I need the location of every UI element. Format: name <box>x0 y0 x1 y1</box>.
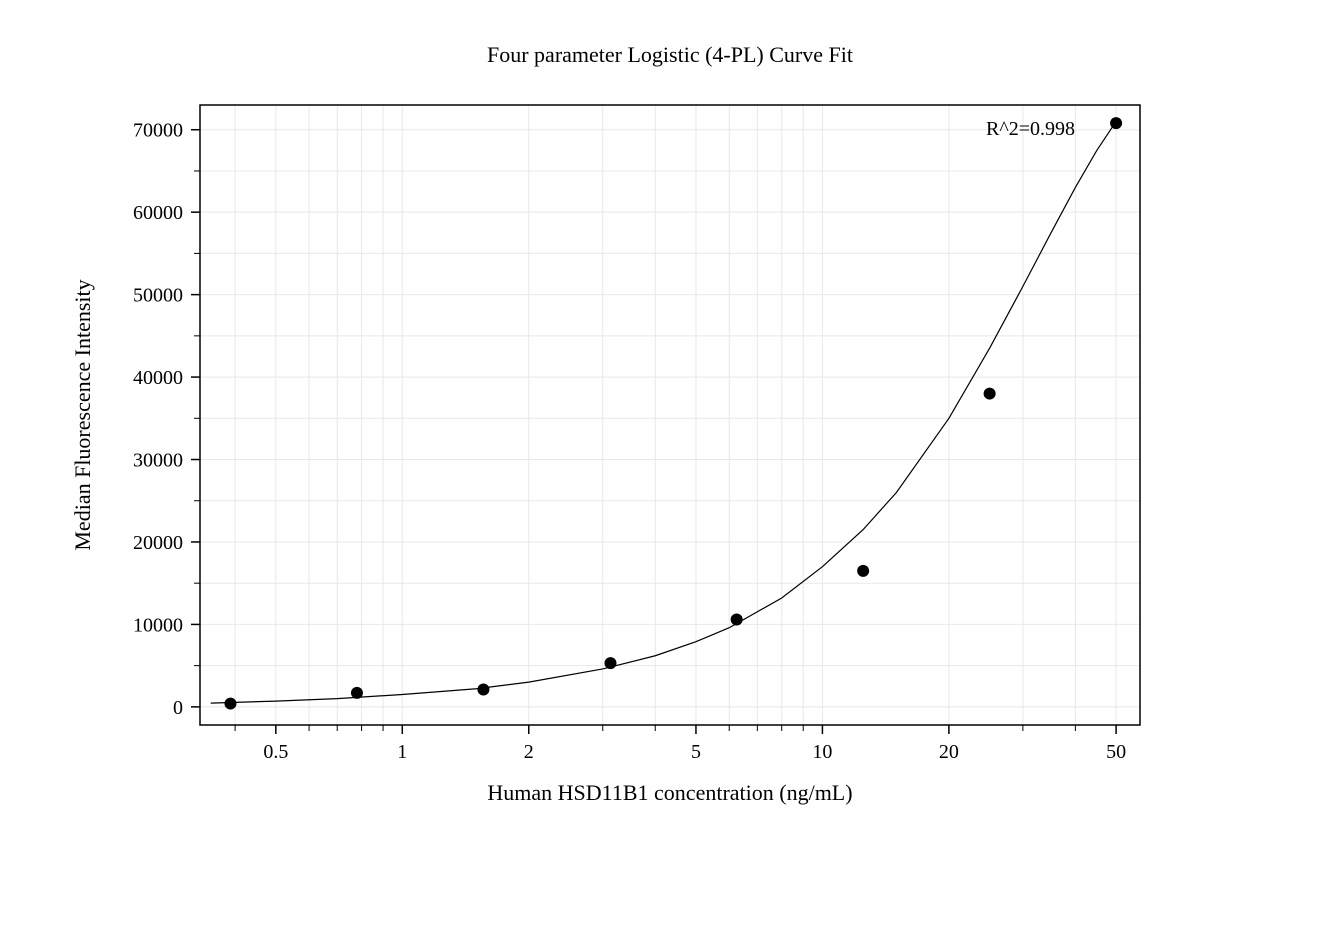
y-tick-label: 0 <box>173 697 183 719</box>
r-squared-annotation: R^2=0.998 <box>986 118 1075 140</box>
data-point <box>731 613 743 625</box>
chart-title: Four parameter Logistic (4-PL) Curve Fit <box>487 42 853 67</box>
x-tick-label: 10 <box>812 741 832 763</box>
data-point <box>1110 117 1122 129</box>
x-tick-label: 5 <box>691 741 701 763</box>
data-point <box>477 684 489 696</box>
y-tick-label: 20000 <box>133 532 183 554</box>
x-tick-label: 1 <box>397 741 407 763</box>
data-point <box>857 565 869 577</box>
x-tick-label: 0.5 <box>263 741 288 763</box>
y-tick-label: 50000 <box>133 285 183 307</box>
x-tick-label: 20 <box>939 741 959 763</box>
chart-svg: 0.5 1 2 5 10 20 50 0 10000 20000 30000 40000 50000 60… <box>0 0 1340 930</box>
y-tick-label: 10000 <box>133 614 183 636</box>
data-point <box>604 657 616 669</box>
x-tick-label: 50 <box>1106 741 1126 763</box>
x-axis-label: Human HSD11B1 concentration (ng/mL) <box>487 780 852 805</box>
y-tick-label: 60000 <box>133 202 183 224</box>
data-point <box>351 687 363 699</box>
data-point <box>984 388 996 400</box>
x-tick-label: 2 <box>524 741 534 763</box>
chart-container: 0.5 1 2 5 10 20 50 0 10000 20000 30000 40000 50000 60… <box>0 0 1340 930</box>
y-axis-label: Median Fluorescence Intensity <box>70 279 95 550</box>
y-tick-label: 30000 <box>133 450 183 472</box>
y-tick-label: 70000 <box>133 120 183 142</box>
data-point <box>224 698 236 710</box>
y-tick-label: 40000 <box>133 367 183 389</box>
